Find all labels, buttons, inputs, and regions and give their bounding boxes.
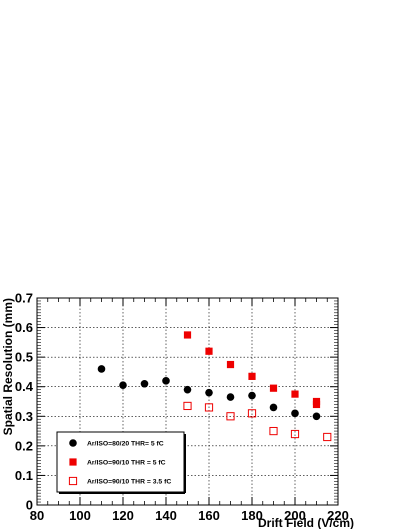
y-tick-label: 0.2 — [15, 438, 33, 453]
data-point-series-3 — [269, 426, 278, 436]
legend-label: Ar/ISO=90/10 THR = 3.5 fC — [87, 479, 171, 486]
y-tick-label: 0.4 — [15, 379, 34, 394]
data-point-series-2 — [205, 347, 213, 355]
legend-label: Ar/ISO=90/10 THR = 5 fC — [87, 460, 166, 467]
data-point-series-1 — [183, 385, 192, 394]
legend: Ar/ISO=80/20 THR= 5 fC Ar/ISO=90/10 THR =… — [56, 431, 186, 494]
data-point-series-3 — [226, 412, 235, 421]
y-tick-label: 0.5 — [15, 350, 33, 365]
x-tick-label: 100 — [69, 508, 91, 523]
legend-label: Ar/ISO=80/20 THR= 5 fC — [87, 441, 164, 448]
data-point-series-1 — [162, 377, 170, 385]
x-tick-label: 180 — [241, 508, 263, 523]
data-point-series-2 — [183, 331, 192, 339]
legend-marker — [69, 439, 77, 447]
data-point-series-1 — [269, 403, 278, 412]
y-tick-label: 0.1 — [15, 468, 33, 483]
y-tick-label: 0.6 — [15, 320, 33, 335]
x-tick-label: 140 — [155, 508, 177, 523]
data-point-series-1 — [226, 393, 235, 401]
data-point-series-3 — [247, 409, 257, 418]
x-tick-label: 80 — [30, 508, 44, 523]
y-tick-label: 0 — [26, 498, 33, 513]
data-point-series-1 — [119, 381, 127, 390]
data-point-series-2 — [312, 400, 321, 409]
data-point-series-2 — [269, 384, 278, 392]
data-point-series-1 — [248, 391, 256, 400]
x-tick-label: 200 — [284, 508, 306, 523]
data-point-series-1 — [97, 365, 106, 373]
data-point-series-2 — [226, 360, 235, 369]
data-points — [97, 331, 332, 442]
data-point-series-1 — [140, 379, 149, 388]
data-point-series-1 — [205, 388, 213, 397]
data-point-series-1 — [291, 409, 299, 418]
data-point-series-1 — [312, 412, 321, 421]
x-axis-title: Drift Field (V/cm) — [258, 516, 354, 529]
data-point-series-3 — [323, 432, 332, 442]
data-point-series-3 — [290, 429, 300, 439]
y-tick-label: 0.7 — [15, 291, 33, 306]
x-tick-label: 220 — [327, 508, 349, 523]
data-point-series-2 — [248, 372, 256, 380]
y-axis-title: Spatial Resolution (mm) — [1, 298, 15, 435]
legend-marker — [68, 476, 78, 486]
legend-box — [56, 431, 185, 493]
legend-marker — [69, 458, 77, 466]
x-tick-label: 160 — [198, 508, 220, 523]
tick-labels: 80 100 120 140 160 180 200 220 0 0.1 0.2 0.3 0.4 0.5 0… — [15, 291, 349, 524]
x-tick-label: 120 — [112, 508, 134, 523]
data-point-series-2 — [291, 390, 299, 398]
data-point-series-3 — [183, 401, 192, 411]
y-tick-label: 0.3 — [15, 409, 33, 424]
data-point-series-3 — [204, 403, 214, 412]
axis-ticks — [36, 297, 339, 506]
